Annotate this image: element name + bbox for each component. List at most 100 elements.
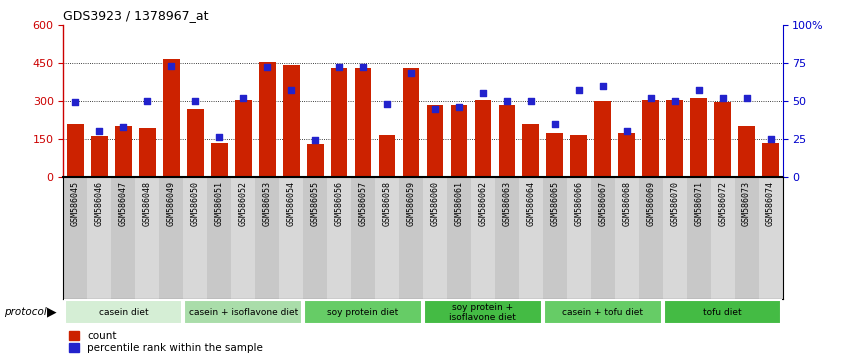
Bar xyxy=(403,68,420,177)
Text: GSM586062: GSM586062 xyxy=(479,181,487,225)
Text: GSM586056: GSM586056 xyxy=(335,181,343,225)
Text: casein + isoflavone diet: casein + isoflavone diet xyxy=(189,308,298,317)
Text: GSM586052: GSM586052 xyxy=(239,181,248,225)
Point xyxy=(236,95,250,101)
Text: GSM586057: GSM586057 xyxy=(359,181,367,225)
Point xyxy=(764,136,777,142)
Point xyxy=(140,98,154,104)
Text: GSM586051: GSM586051 xyxy=(215,181,223,225)
Bar xyxy=(327,177,351,299)
Point xyxy=(308,138,321,143)
Point xyxy=(716,95,729,101)
Point xyxy=(164,63,178,69)
Bar xyxy=(255,177,279,299)
Text: GSM586072: GSM586072 xyxy=(718,181,727,225)
Point xyxy=(739,95,753,101)
Bar xyxy=(351,177,375,299)
Bar xyxy=(235,99,251,177)
Text: casein diet: casein diet xyxy=(99,308,148,317)
Bar xyxy=(279,177,303,299)
Bar xyxy=(591,177,615,299)
Bar xyxy=(184,301,302,324)
Point xyxy=(692,87,706,93)
Point xyxy=(524,98,537,104)
Point xyxy=(572,87,585,93)
Bar xyxy=(426,105,443,177)
Bar xyxy=(331,68,348,177)
Bar xyxy=(354,68,371,177)
Point xyxy=(596,83,609,88)
Bar xyxy=(475,99,492,177)
Text: GDS3923 / 1378967_at: GDS3923 / 1378967_at xyxy=(63,9,209,22)
Bar xyxy=(451,105,467,177)
Bar xyxy=(595,101,611,177)
Bar xyxy=(570,135,587,177)
Text: GSM586068: GSM586068 xyxy=(623,181,631,225)
Point xyxy=(284,87,298,93)
Bar xyxy=(379,135,395,177)
Text: GSM586063: GSM586063 xyxy=(503,181,511,225)
Bar xyxy=(159,177,184,299)
Bar xyxy=(523,124,539,177)
Text: GSM586074: GSM586074 xyxy=(766,181,775,225)
Legend: count, percentile rank within the sample: count, percentile rank within the sample xyxy=(69,331,263,353)
Bar xyxy=(303,177,327,299)
Text: GSM586046: GSM586046 xyxy=(95,181,104,225)
Point xyxy=(189,98,202,104)
Point xyxy=(428,105,442,111)
Point xyxy=(667,98,681,104)
Bar xyxy=(667,99,683,177)
Text: GSM586045: GSM586045 xyxy=(71,181,80,225)
Text: ▶: ▶ xyxy=(47,306,56,319)
Bar xyxy=(544,301,662,324)
Bar xyxy=(399,177,423,299)
Bar xyxy=(112,177,135,299)
Text: GSM586061: GSM586061 xyxy=(454,181,464,225)
Point xyxy=(500,98,514,104)
Point xyxy=(69,99,82,105)
Bar xyxy=(187,108,204,177)
Text: GSM586059: GSM586059 xyxy=(407,181,415,225)
Text: GSM586064: GSM586064 xyxy=(526,181,536,225)
Bar xyxy=(714,102,731,177)
Bar xyxy=(305,301,422,324)
Text: GSM586069: GSM586069 xyxy=(646,181,655,225)
Bar xyxy=(618,133,635,177)
Text: GSM586050: GSM586050 xyxy=(191,181,200,225)
Bar xyxy=(739,126,755,177)
Bar xyxy=(639,177,662,299)
Text: tofu diet: tofu diet xyxy=(703,308,742,317)
Bar xyxy=(67,124,84,177)
Bar xyxy=(115,126,132,177)
Bar xyxy=(471,177,495,299)
Point xyxy=(332,64,346,70)
Point xyxy=(620,129,634,134)
Point xyxy=(476,90,490,96)
Bar xyxy=(642,99,659,177)
Bar xyxy=(711,177,734,299)
Bar xyxy=(447,177,471,299)
Bar xyxy=(135,177,159,299)
Bar xyxy=(498,105,515,177)
Text: GSM586066: GSM586066 xyxy=(574,181,583,225)
Text: soy protein +
isoflavone diet: soy protein + isoflavone diet xyxy=(449,303,516,322)
Text: GSM586054: GSM586054 xyxy=(287,181,295,225)
Bar xyxy=(424,301,541,324)
Bar xyxy=(211,143,228,177)
Bar xyxy=(762,143,779,177)
Bar xyxy=(163,59,179,177)
Text: GSM586065: GSM586065 xyxy=(551,181,559,225)
Text: GSM586048: GSM586048 xyxy=(143,181,151,225)
Point xyxy=(356,64,370,70)
Bar xyxy=(615,177,639,299)
Bar xyxy=(87,177,112,299)
Bar xyxy=(690,98,707,177)
Bar xyxy=(283,65,299,177)
Bar xyxy=(91,136,107,177)
Text: GSM586047: GSM586047 xyxy=(119,181,128,225)
Bar xyxy=(423,177,447,299)
Bar xyxy=(184,177,207,299)
Text: GSM586067: GSM586067 xyxy=(598,181,607,225)
Bar xyxy=(664,301,782,324)
Point xyxy=(380,101,393,107)
